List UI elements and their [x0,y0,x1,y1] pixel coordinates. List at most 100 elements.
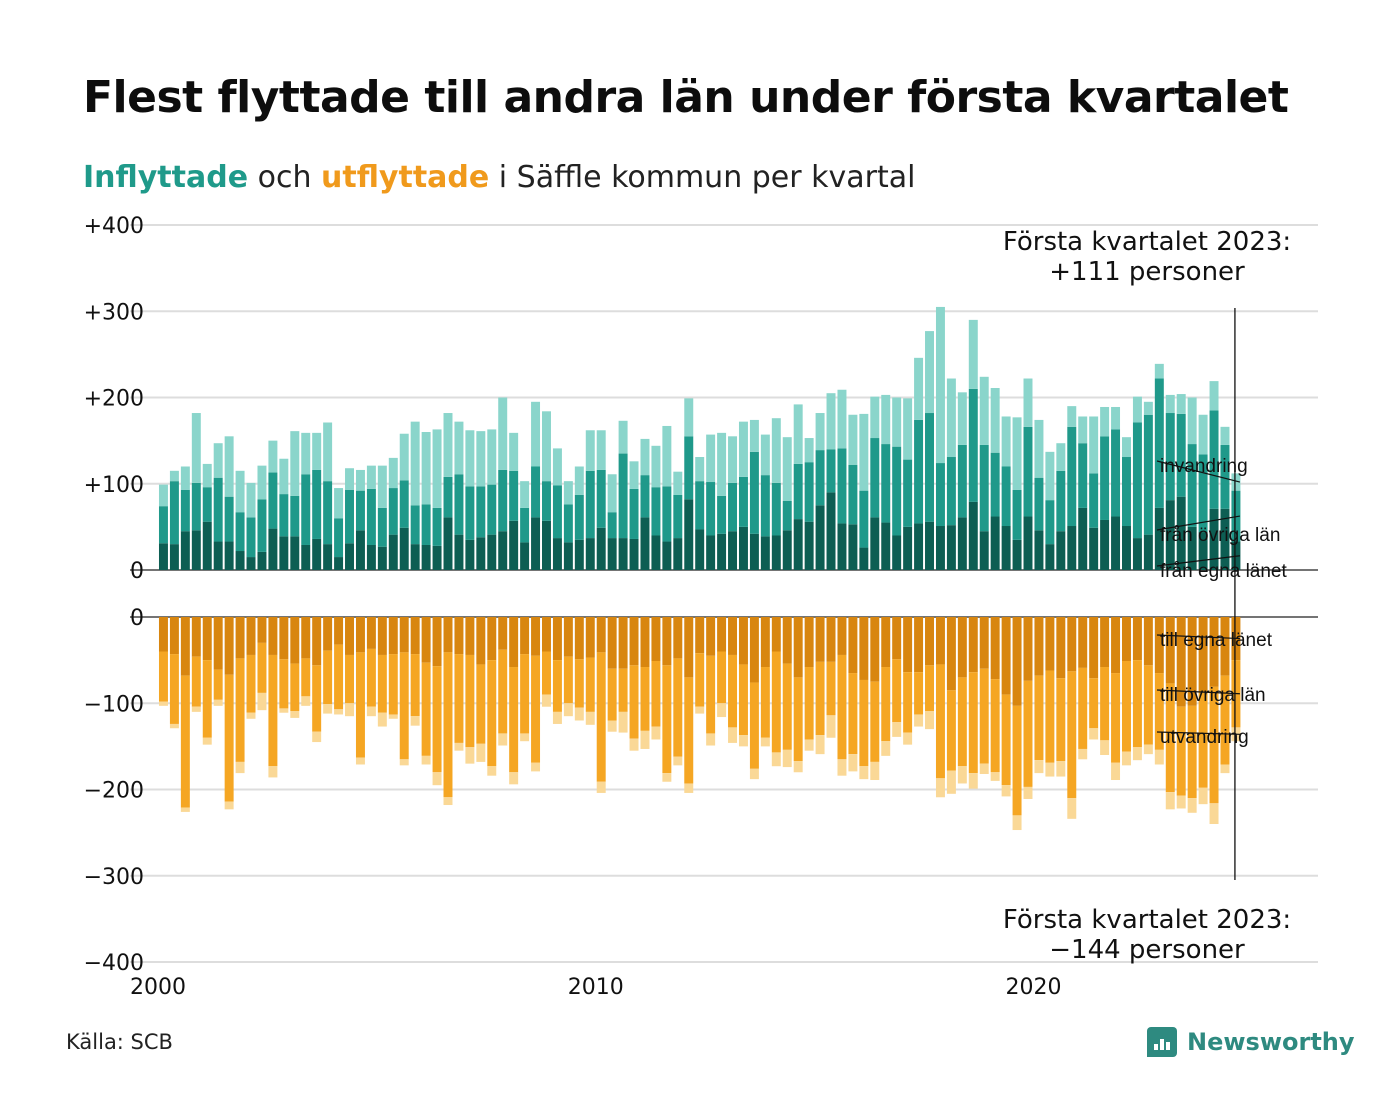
outflow-bar-segment [1100,617,1110,668]
inflow-bar-segment [607,512,617,539]
outflow-bar-segment [651,660,661,727]
outflow-bar-segment [662,773,672,782]
inflow-bar-segment [706,434,716,483]
inflow-bar-segment [1198,454,1208,533]
inflow-bar-segment [476,431,486,487]
inflow-bar-segment [925,331,934,414]
outflow-bar-segment [1143,665,1153,745]
inflow-bar-segment [1012,539,1022,570]
outflow-bar-segment [355,757,365,765]
outflow-bar-segment [728,617,738,655]
inflow-bar-segment [979,531,989,570]
inflow-bar-segment [968,388,978,502]
inflow-bar-segment [651,535,661,570]
outflow-bar-segment [410,654,420,717]
outflow-bar-segment [946,617,956,691]
inflow-bar-segment [990,452,1000,517]
outflow-bar-segment [213,669,223,700]
inflow-bar-segment [782,437,792,501]
outflow-bar-segment [290,617,300,664]
inflow-bar-segment [957,444,967,518]
inflow-bar-segment [662,541,672,570]
inflow-bar-segment [191,413,201,483]
inflow-bar-segment [946,378,956,458]
inflow-bar-segment [279,536,289,570]
outflow-bar-segment [1132,747,1142,761]
inflow-bar-segment [782,501,792,531]
outflow-bar-segment [771,651,781,753]
outflow-bar-segment [213,699,223,706]
outflow-bar-segment [968,773,978,789]
outflow-bar-segment [1078,667,1088,749]
newsworthy-logo[interactable]: Newsworthy [1147,1024,1355,1060]
outflow-bar-segment [542,694,551,707]
subtitle-inflyttade: Inflyttade [83,160,249,195]
inflow-bar-segment [520,507,530,543]
outflow-bar-segment [542,651,551,695]
outflow-bar-segment [465,654,475,748]
outflow-bar-segment [706,655,716,734]
outflow-bar-segment [574,707,584,721]
inflow-bar-segment [749,419,759,452]
outflow-bar-segment [509,617,519,668]
outflow-bar-segment [892,659,902,723]
inflow-bar-segment [454,421,464,475]
outflow-bar-segment [454,742,464,751]
outflow-bar-segment [1154,617,1164,674]
inflow-bar-segment [1045,544,1055,571]
outflow-bar-segment [542,617,551,652]
outflow-bar-segment [1078,748,1088,760]
inflow-bar-segment [968,501,978,570]
outflow-bar-segment [804,739,814,751]
inflow-bar-segment [1078,507,1088,570]
outflow-bar-segment [1001,694,1011,786]
inflow-bar-segment [180,531,190,570]
inflow-bar-segment [1198,532,1208,570]
outflow-bar-segment [301,617,311,659]
outflow-bar-segment [749,682,759,769]
outflow-bar-segment [760,737,770,747]
outflow-bar-segment [640,730,650,749]
outflow-bar-segment [1045,762,1055,777]
inflow-bar-segment [246,482,256,518]
outflow-bar-segment [1023,786,1033,799]
inflow-bar-segment [1165,394,1175,414]
inflow-bar-segment [728,436,738,483]
inflow-bar-segment [771,418,781,483]
outflow-bar-segment [334,617,344,645]
inflow-bar-segment [684,499,694,570]
outflow-bar-segment [760,667,770,738]
inflow-bar-segment [673,538,683,570]
outflow-bar-segment [881,617,891,668]
inflow-bar-segment [881,522,891,570]
outflow-bar-segment [728,654,738,728]
outflow-bar-segment [257,617,267,643]
outflow-bar-segment [366,617,376,649]
outflow-bar-segment [290,711,300,718]
inflow-bar-segment [935,306,945,464]
inflow-bar-segment [870,396,880,439]
inflow-bar-segment [301,544,311,570]
outflow-bar-segment [498,617,508,650]
inflow-bar-segment [749,451,759,534]
inflow-bar-segment [957,392,967,445]
inflow-bar-segment [618,538,628,570]
outflow-bar-segment [191,656,201,707]
outflow-bar-segment [826,661,836,716]
outflow-bar-segment [366,706,376,717]
outflow-bar-segment [421,617,431,663]
inflow-bar-segment [1001,466,1011,527]
inflow-bar-segment [1056,531,1066,570]
inflow-bar-segment [421,544,431,570]
outflow-bar-segment [1034,675,1044,761]
outflow-bar-segment [487,617,497,661]
inflow-bar-segment [399,480,409,528]
inflow-bar-segment [892,446,902,536]
outflow-bar-segment [695,653,705,707]
inflow-bar-segment [531,401,541,467]
outflow-bar-segment [1154,749,1164,765]
outflow-bar-segment [1001,785,1011,797]
inflow-bar-segment [432,545,442,570]
inflow-bar-segment [826,492,836,571]
inflow-bar-segment [749,533,759,570]
